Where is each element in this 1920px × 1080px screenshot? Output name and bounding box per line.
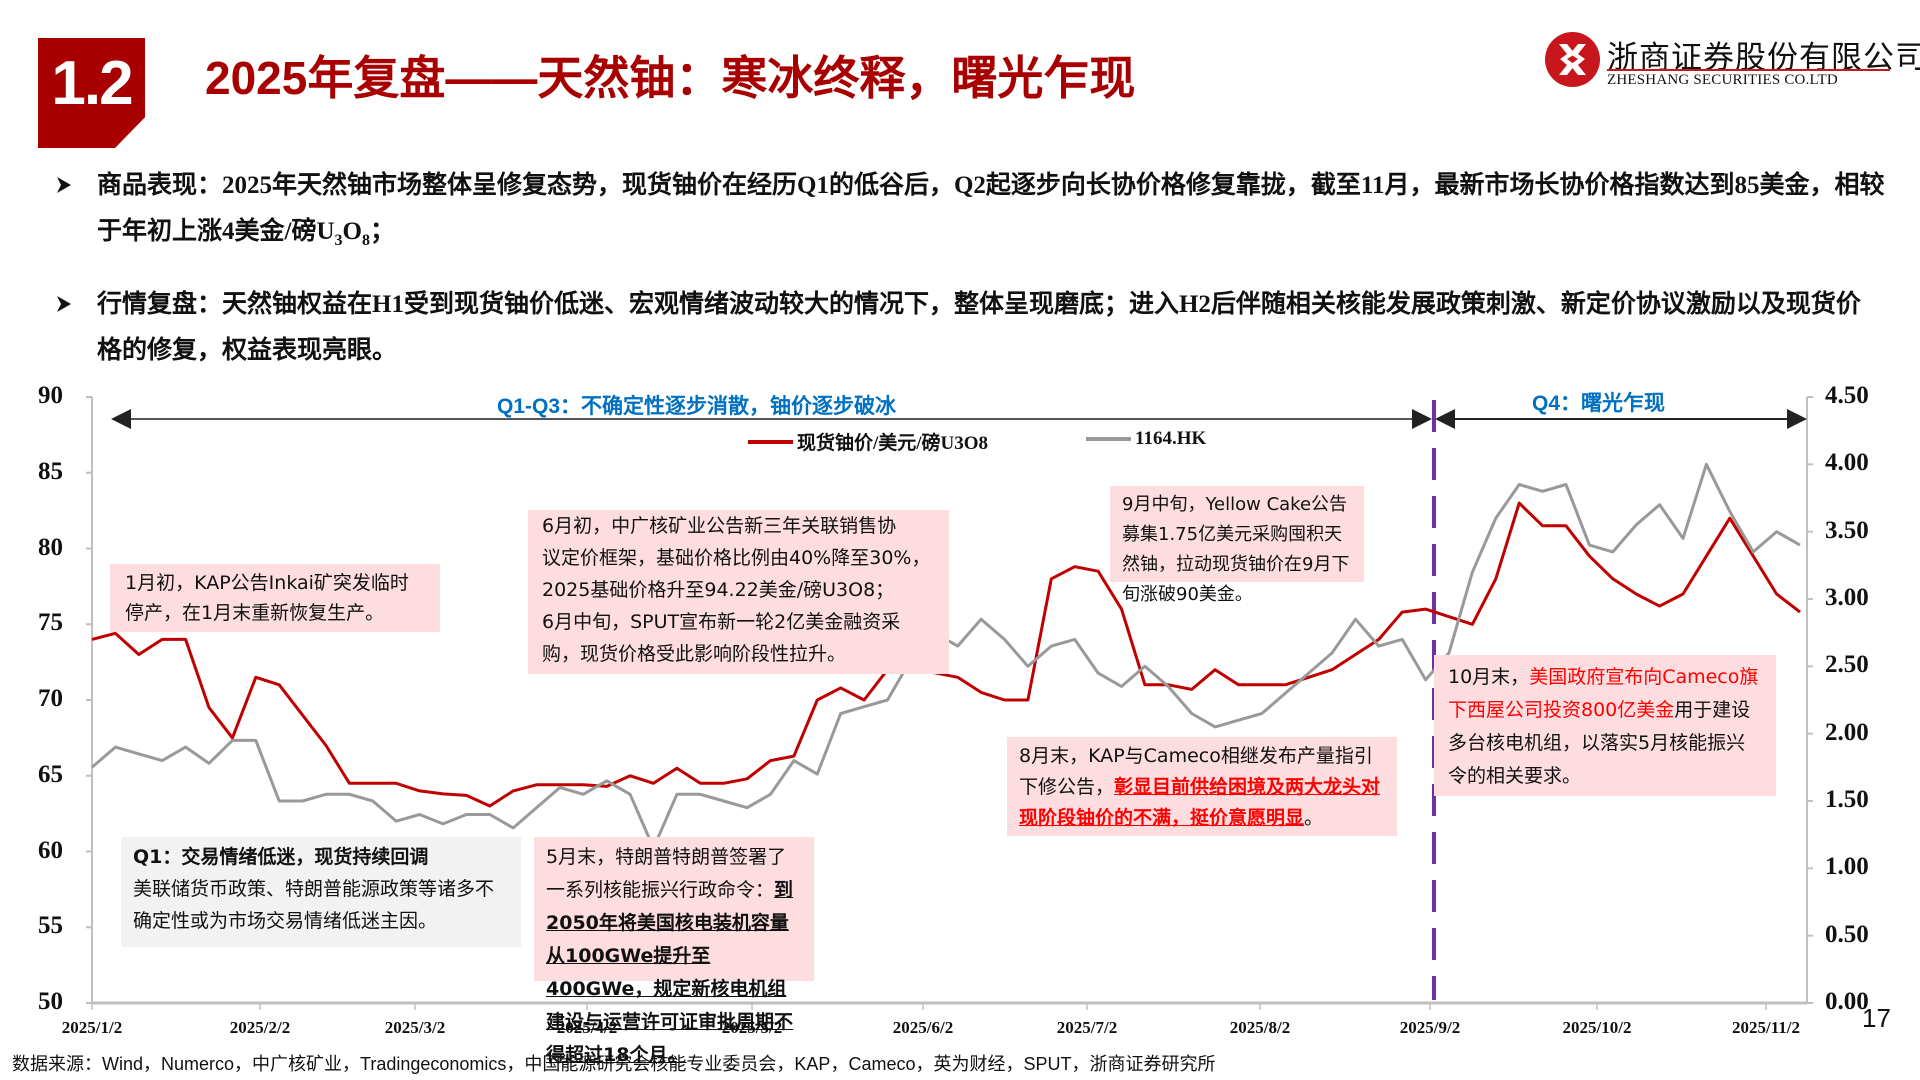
x-axis-tick-label: 2025/9/2 [1399, 1018, 1461, 1037]
right-axis-tick-label: 4.00 [1825, 449, 1869, 477]
legend-spot-price: 现货铀价/美元/磅U3O8 [748, 428, 988, 455]
arrow-bullet-icon [57, 177, 71, 193]
x-axis-tick-label: 2025/10/2 [1562, 1018, 1632, 1037]
right-axis-tick-label: 1.50 [1825, 786, 1869, 813]
x-axis-tick-label: 2025/11/2 [1731, 1018, 1800, 1037]
uranium-price-chart: 50 55 60 65 70 75 80 85 90 0.00 0.50 1.00 1.50 2.00 2… [0, 380, 1920, 1066]
bullet-commodity: 商品表现：2025年天然铀市场整体呈修复态势，现货铀价在经历Q1的低谷后，Q2起… [55, 163, 1885, 264]
right-axis-tick-label: 3.00 [1825, 584, 1869, 611]
legend-swatch-red [748, 439, 793, 444]
page-title: 2025年复盘——天然铀：寒冰终释，曙光乍现 [205, 52, 1136, 104]
subscript: 3 [334, 232, 343, 249]
legend-swatch-grey [1086, 437, 1131, 441]
legend-label: 现货铀价/美元/磅U3O8 [797, 433, 989, 454]
annotation-text: 10月末， [1448, 666, 1530, 688]
annotation-text: 用于建设多台核电机组，以落实5月核能振兴令的相关要求。 [1448, 699, 1751, 787]
annotation-oct: 10月末，美国政府宣布向Cameco旗下西屋公司投资800亿美金用于建设多台核电… [1434, 655, 1776, 796]
legend-1164hk: 1164.HK [1086, 428, 1206, 450]
annotation-highlight: 美国政府宣布向Cameco旗下西屋公司投资800亿美金 [1448, 666, 1759, 721]
bullet-text-mid: O [342, 218, 362, 245]
annotation-line: 购，现货价格受此影响阶段性拉升。 [542, 643, 847, 665]
company-logo: 浙商证券股份有限公司 ZHESHANG SECURITIES CO.LTD [1545, 32, 1920, 92]
x-axis-tick-label: 2025/8/2 [1229, 1018, 1291, 1037]
logo-mark-icon [1545, 32, 1600, 87]
x-axis-tick-label: 2025/1/2 [61, 1018, 123, 1037]
section-number: 1.2 [51, 49, 133, 118]
section-badge: 1.2 [38, 38, 145, 148]
x-axis-tick-label: 2025/5/2 [712, 1018, 792, 1038]
annotation-text: 5月末，特朗普特朗普签署了一系列核能振兴行政命令： [546, 846, 787, 901]
annotation-line: 6月中旬，SPUT宣布新一轮2亿美金融资采 [542, 611, 901, 633]
annotation-q1: Q1：交易情绪低迷，现货持续回调 美联储货币政策、特朗普能源政策等诸多不确定性或… [121, 837, 521, 947]
annotation-text: 1月初，KAP公告Inkai矿突发临时停产，在1月末重新恢复生产。 [125, 572, 409, 624]
phase-label-q1-q3: Q1-Q3：不确定性逐步消散，铀价逐步破冰 [497, 395, 897, 418]
x-axis-tick-label: 2025/3/2 [384, 1018, 446, 1037]
bullet-lead: 行情复盘： [97, 291, 223, 318]
left-axis-tick-label: 60 [38, 836, 63, 864]
data-source: 数据来源：Wind，Numerco，中广核矿业，Tradingeconomics… [12, 1054, 1216, 1074]
bullet-market-review: 行情复盘：天然铀权益在H1受到现货铀价低迷、宏观情绪波动较大的情况下，整体呈现磨… [55, 282, 1885, 374]
right-axis-tick-label: 2.50 [1825, 651, 1869, 679]
annotation-text: 8月末，KAP与Cameco相继发布产量指引下修公告， [1019, 745, 1373, 798]
annotation-line: 议定价框架，基础价格比例由40%降至30%， [542, 547, 931, 569]
x-axis-tick-label: 2025/7/2 [1056, 1018, 1118, 1037]
x-axis-tick-label: 2025/2/2 [229, 1018, 291, 1037]
left-axis-tick-label: 65 [38, 760, 63, 788]
annotation-jun: 6月初，中广核矿业公告新三年关联销售协 议定价框架，基础价格比例由40%降至30… [528, 510, 949, 674]
right-axis-tick-label: 1.00 [1825, 853, 1869, 881]
bullet-text: 2025年天然铀市场整体呈修复态势，现货铀价在经历Q1的低谷后，Q2起逐步向长协… [97, 172, 1885, 245]
annotation-line: 6月初，中广核矿业公告新三年关联销售协 [542, 515, 897, 537]
logo-divider [1607, 69, 1890, 71]
right-axis-tick-label: 0.50 [1825, 920, 1869, 948]
annotation-text: 美联储货币政策、特朗普能源政策等诸多不确定性或为市场交易情绪低迷主因。 [133, 878, 495, 932]
x-axis-tick-label: 2025/4/2 [547, 1018, 627, 1038]
annotation-sep: 9月中旬，Yellow Cake公告募集1.75亿美元采购囤积天然铀，拉动现货铀… [1110, 486, 1364, 605]
left-axis-tick-label: 50 [38, 988, 63, 1015]
logo-english-name: ZHESHANG SECURITIES CO.LTD [1607, 72, 1838, 88]
annotation-text: 9月中旬，Yellow Cake公告募集1.75亿美元采购囤积天然铀，拉动现货铀… [1122, 494, 1350, 605]
bullet-text: 天然铀权益在H1受到现货铀价低迷、宏观情绪波动较大的情况下，整体呈现磨底；进入H… [97, 291, 1861, 364]
left-axis-tick-label: 85 [38, 457, 63, 485]
right-axis-tick-label: 2.00 [1825, 718, 1869, 746]
right-axis-tick-label: 3.50 [1825, 516, 1869, 544]
page-number: 17 [1862, 1003, 1891, 1033]
annotation-title: Q1：交易情绪低迷，现货持续回调 [133, 846, 429, 868]
annotation-aug: 8月末，KAP与Cameco相继发布产量指引下修公告，彰显目前供给困境及两大龙头… [1007, 737, 1397, 836]
annotation-highlight: 彰显目前供给困境及两大龙头对现阶段铀价的不满，挺价意愿明显 [1019, 776, 1381, 829]
annotation-end: 。 [1304, 807, 1324, 829]
bullet-tail: ； [369, 218, 395, 245]
right-axis-tick-label: 0.00 [1825, 988, 1869, 1015]
legend-label: 1164.HK [1135, 428, 1207, 449]
x-axis-tick-label: 2025/6/2 [892, 1018, 954, 1037]
annotation-may: 5月末，特朗普特朗普签署了一系列核能振兴行政命令：到2050年将美国核电装机容量… [534, 837, 814, 1066]
left-axis-tick-label: 75 [38, 609, 63, 637]
annotation-highlight: 到2050年将美国核电装机容量从100GWe提升至400GWe，规定新核电机组建… [546, 879, 794, 1066]
bullet-lead: 商品表现： [97, 172, 223, 199]
annotation-jan: 1月初，KAP公告Inkai矿突发临时停产，在1月末重新恢复生产。 [110, 564, 440, 632]
annotation-line: 2025基础价格升至94.22美金/磅U3O8； [542, 579, 895, 601]
subscript: 8 [361, 232, 370, 249]
left-axis-tick-label: 70 [38, 685, 63, 712]
left-axis-tick-label: 80 [38, 533, 63, 561]
phase-label-q4: Q4：曙光乍现 [1532, 392, 1666, 415]
right-axis-tick-label: 4.50 [1825, 382, 1869, 409]
arrow-bullet-icon [57, 296, 71, 312]
left-axis-tick-label: 90 [38, 382, 63, 409]
left-axis-tick-label: 55 [38, 912, 63, 940]
